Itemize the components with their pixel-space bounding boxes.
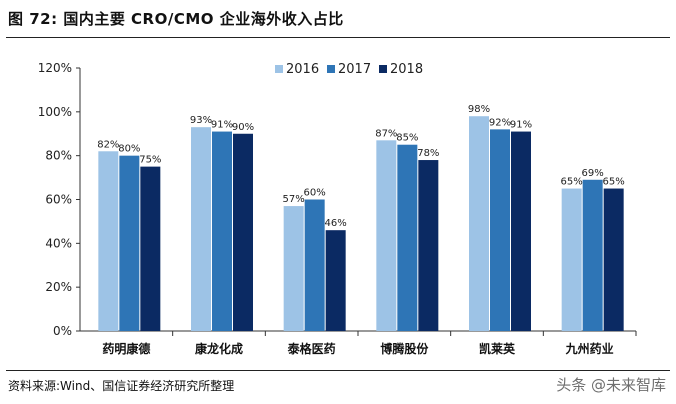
- y-tick-label: 20%: [45, 280, 72, 294]
- y-tick-label: 80%: [45, 149, 72, 163]
- data-label: 90%: [232, 122, 254, 133]
- bar-2017: [119, 155, 140, 331]
- bottom-rule: [6, 370, 670, 371]
- category-label: 凯莱英: [479, 341, 516, 356]
- data-label: 75%: [139, 155, 161, 166]
- bar-2016: [376, 140, 397, 331]
- bar-2016: [561, 188, 582, 331]
- figure-header: 图 72: 国内主要 CRO/CMO 企业海外收入占比: [0, 0, 676, 42]
- data-label: 93%: [190, 115, 212, 126]
- bar-2018: [325, 230, 346, 331]
- legend-label: 2017: [338, 62, 371, 77]
- data-label: 60%: [304, 188, 326, 199]
- bar-2018: [603, 188, 624, 331]
- data-label: 92%: [489, 117, 511, 128]
- bar-2017: [397, 144, 418, 331]
- bar-2017: [490, 129, 510, 331]
- y-tick-label: 120%: [38, 61, 72, 75]
- bar-2016: [191, 127, 211, 331]
- figure-title: 图 72: 国内主要 CRO/CMO 企业海外收入占比: [8, 10, 344, 28]
- bar-2017: [304, 199, 325, 331]
- category-label: 康龙化成: [195, 341, 243, 356]
- bar-2017: [582, 179, 603, 331]
- y-tick-label: 60%: [45, 193, 72, 207]
- chart-area: 0% 20% 40% 60% 80% 100% 120% 82% 80% 75% 药明康德 93% 91…: [0, 40, 676, 370]
- legend-label: 2018: [390, 62, 423, 77]
- data-label: 69%: [582, 168, 604, 179]
- legend-label: 2016: [286, 62, 319, 77]
- bar-2016: [98, 151, 119, 331]
- data-label: 65%: [561, 177, 583, 188]
- bar-2017: [212, 131, 232, 331]
- data-label: 85%: [396, 133, 418, 144]
- data-label: 57%: [283, 194, 305, 205]
- bar-2016: [283, 206, 304, 331]
- source-note: 资料来源:Wind、国信证券经济研究所整理: [8, 379, 235, 393]
- data-label: 98%: [468, 104, 490, 115]
- data-label: 65%: [603, 177, 625, 188]
- bar-chart: 0%20%40%60%80%100%120%82%80%75%药明康德93%91…: [38, 61, 637, 356]
- data-label: 91%: [510, 120, 532, 131]
- data-label: 46%: [325, 218, 347, 229]
- bar-2018: [233, 133, 253, 331]
- bar-2018: [140, 166, 161, 331]
- y-tick-label: 100%: [38, 105, 72, 119]
- data-label: 80%: [118, 144, 140, 155]
- category-label: 药明康德: [102, 341, 150, 356]
- data-label: 91%: [211, 120, 233, 131]
- top-rule: [6, 37, 670, 38]
- category-label: 博腾股份: [380, 341, 429, 356]
- bar-2016: [469, 116, 489, 331]
- category-label: 九州药业: [565, 341, 614, 356]
- data-label: 87%: [375, 128, 397, 139]
- y-tick-label: 40%: [45, 236, 72, 250]
- legend-swatch-2017: [327, 65, 335, 73]
- data-label: 82%: [97, 139, 119, 150]
- bar-2018: [418, 160, 439, 331]
- data-label: 78%: [417, 148, 439, 159]
- watermark-logo: 头条 @未来智库: [556, 376, 666, 394]
- bar-2018: [511, 131, 531, 331]
- legend-swatch-2016: [275, 65, 283, 73]
- legend-swatch-2018: [379, 65, 387, 73]
- category-label: 泰格医药: [287, 341, 336, 356]
- y-tick-label: 0%: [53, 324, 72, 338]
